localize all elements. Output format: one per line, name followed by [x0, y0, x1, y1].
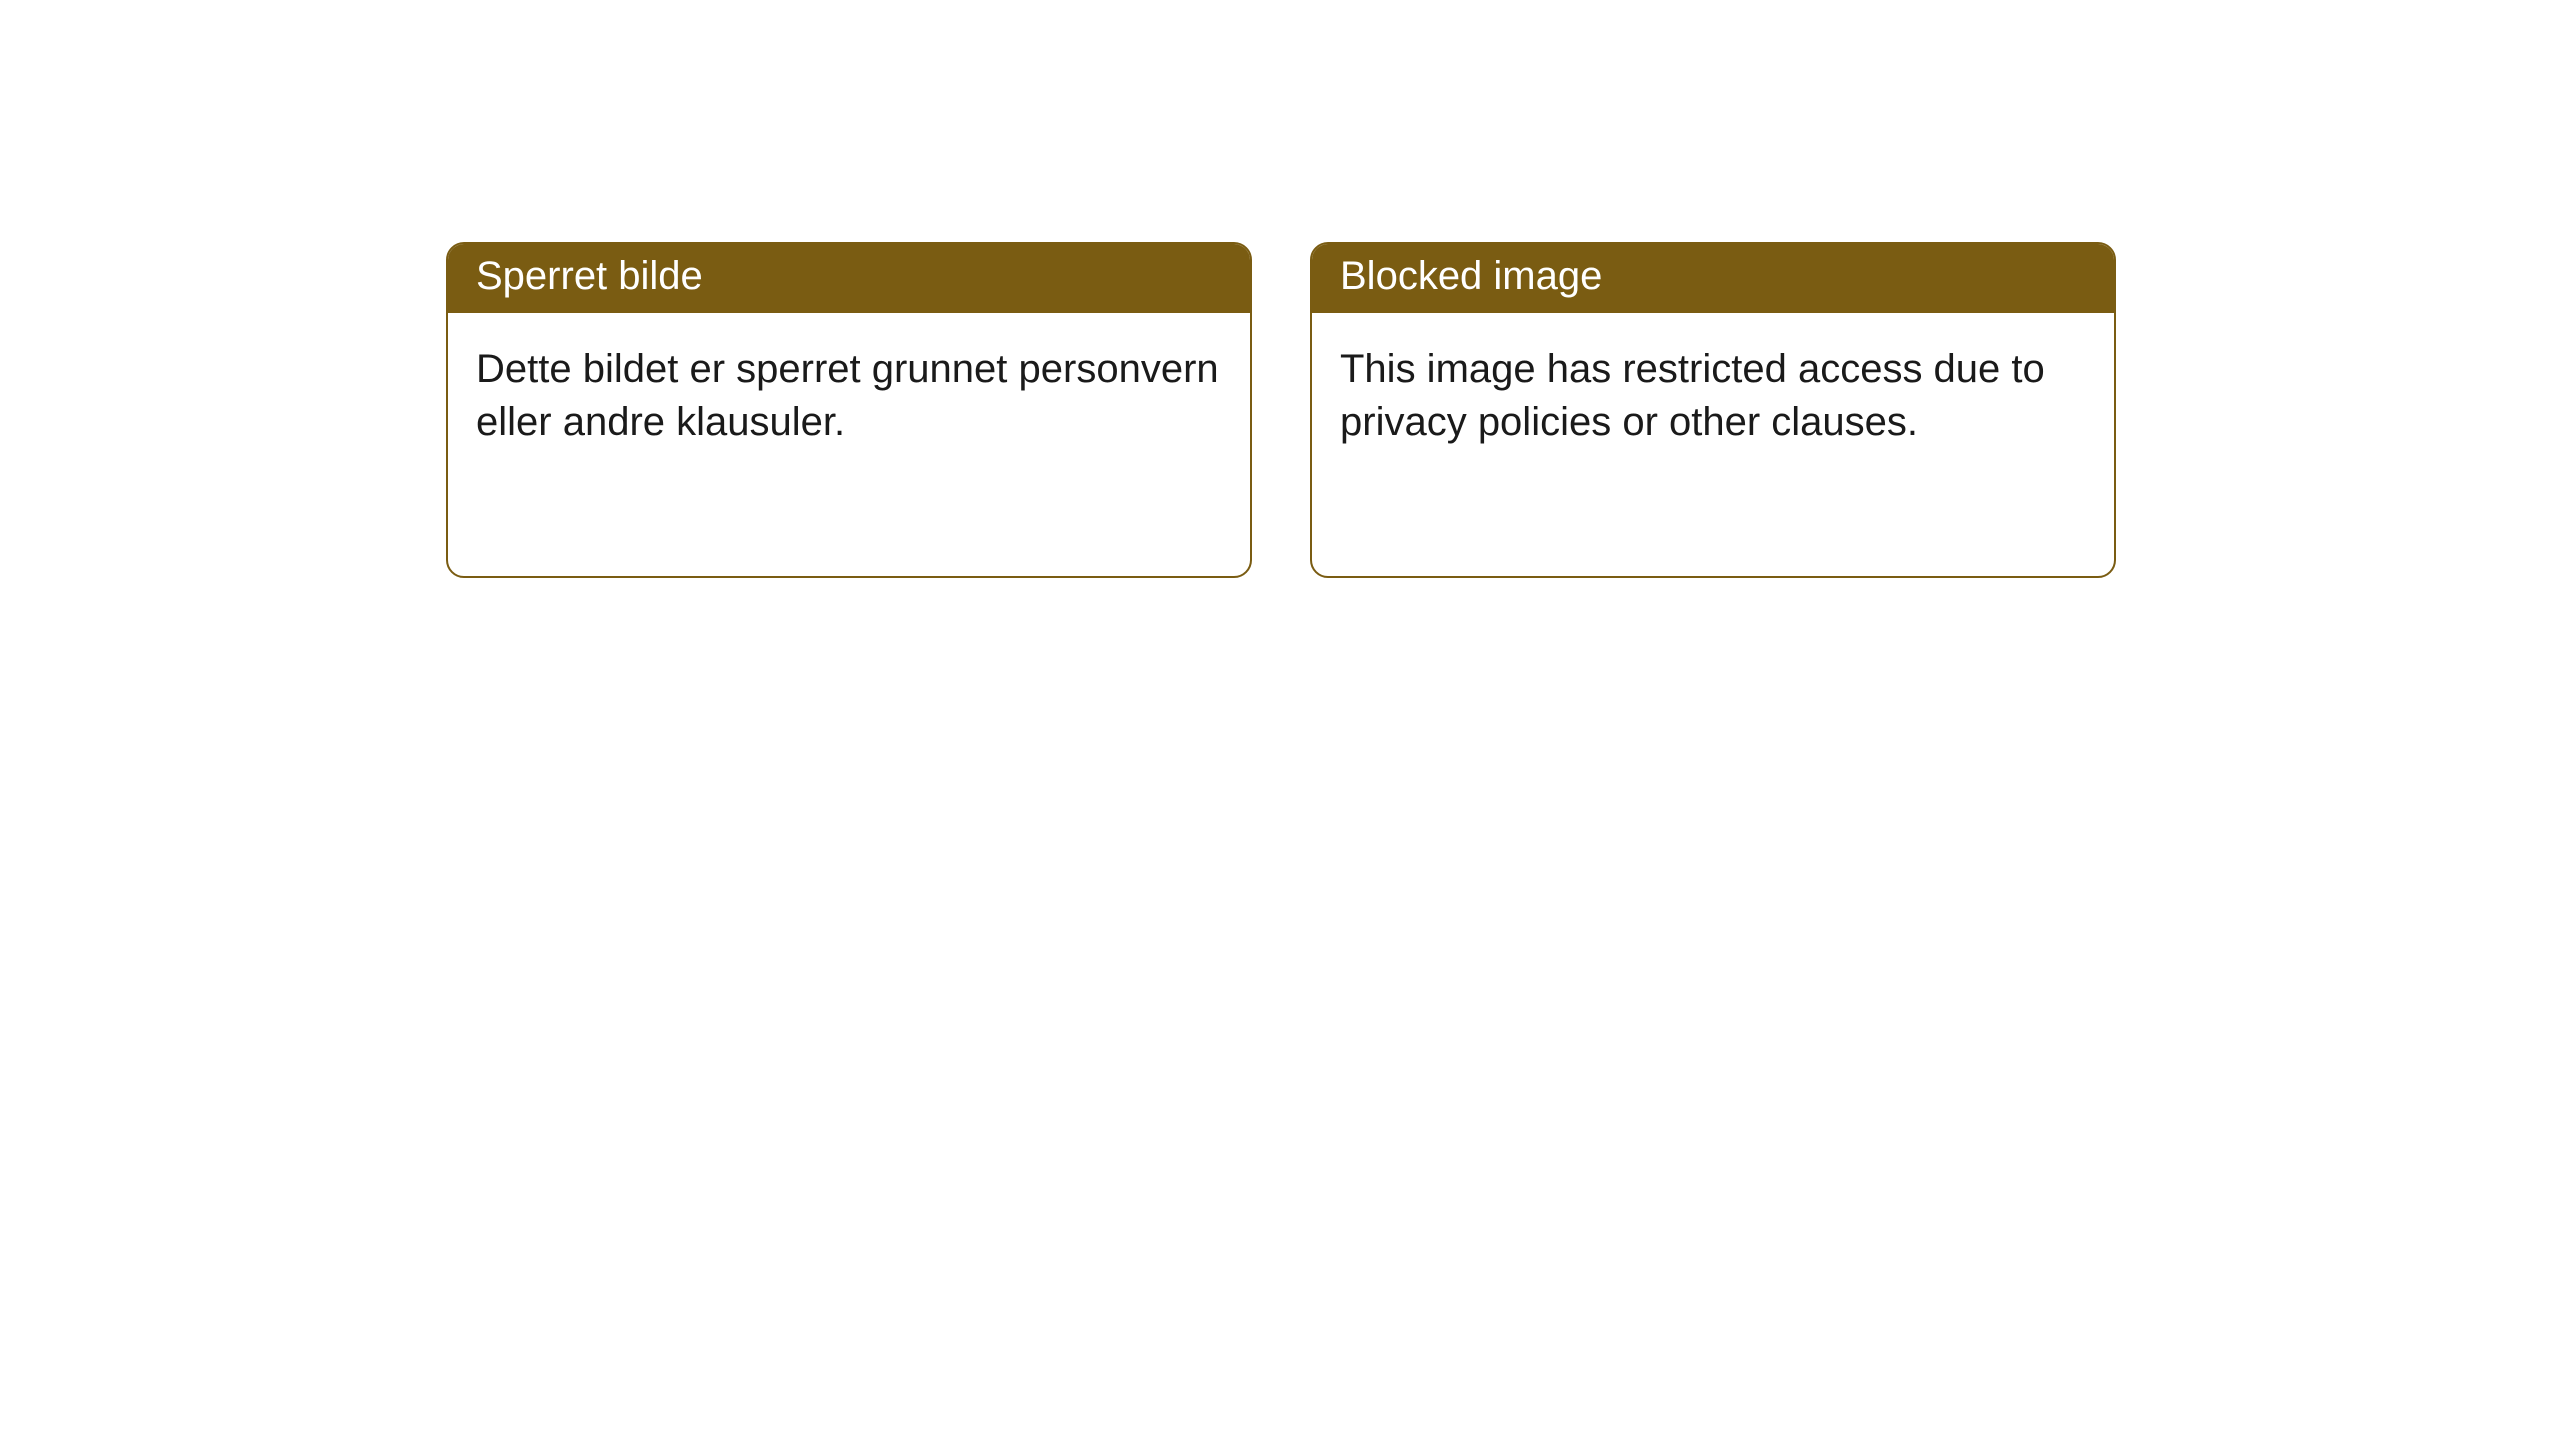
blocked-image-cards: Sperret bilde Dette bildet er sperret gr…	[446, 242, 2116, 578]
blocked-image-card-no: Sperret bilde Dette bildet er sperret gr…	[446, 242, 1252, 578]
card-body-en: This image has restricted access due to …	[1312, 313, 2114, 479]
blocked-image-card-en: Blocked image This image has restricted …	[1310, 242, 2116, 578]
card-body-no: Dette bildet er sperret grunnet personve…	[448, 313, 1250, 479]
card-title-en: Blocked image	[1312, 244, 2114, 313]
card-title-no: Sperret bilde	[448, 244, 1250, 313]
